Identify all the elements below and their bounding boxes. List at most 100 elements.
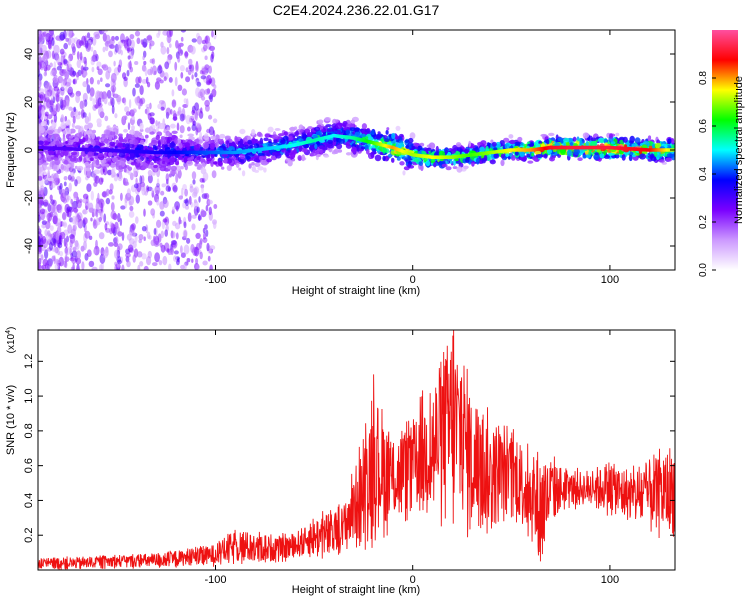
noise-cell <box>108 50 113 58</box>
band-cell <box>54 159 61 166</box>
band-cell <box>507 156 511 160</box>
noise-cell <box>175 232 179 240</box>
noise-cell <box>176 122 180 131</box>
noise-cell <box>47 230 51 237</box>
y-tick-label: -40 <box>23 238 35 254</box>
noise-cell <box>45 64 51 71</box>
band-cell <box>133 170 137 178</box>
noise-cell <box>201 95 206 101</box>
noise-cell <box>46 212 53 222</box>
noise-cell <box>166 47 170 55</box>
band-cell <box>109 162 116 168</box>
band-cell <box>45 166 53 170</box>
noise-cell <box>90 217 93 222</box>
band-cell <box>117 142 123 148</box>
colorbar-tick-label: 0.8 <box>698 71 709 85</box>
noise-cell <box>86 84 91 94</box>
band-cell <box>312 149 317 154</box>
band-cell <box>148 155 155 160</box>
noise-cell <box>190 243 195 253</box>
noise-cell <box>53 247 57 253</box>
noise-cell <box>155 120 158 127</box>
noise-cell <box>76 51 80 60</box>
band-cell <box>336 143 343 150</box>
band-cell <box>51 121 55 129</box>
noise-cell <box>72 115 76 124</box>
noise-cell <box>183 230 188 238</box>
band-cell <box>299 129 304 133</box>
noise-cell <box>213 84 217 90</box>
band-cell <box>85 134 89 142</box>
band-cell <box>582 154 587 159</box>
band-cell <box>91 132 95 140</box>
band-cell <box>529 143 535 147</box>
band-cell <box>323 126 328 131</box>
band-cell <box>158 123 166 130</box>
noise-cell <box>117 243 123 251</box>
noise-cell <box>104 223 108 231</box>
noise-cell <box>56 204 62 211</box>
band-cell <box>486 155 492 161</box>
band-cell <box>203 135 210 141</box>
noise-cell <box>211 30 214 38</box>
band-cell <box>277 133 285 137</box>
band-cell <box>144 134 149 139</box>
band-cell <box>55 140 60 146</box>
noise-cell <box>135 216 139 224</box>
noise-cell <box>38 110 42 117</box>
noise-cell <box>55 104 59 112</box>
noise-cell <box>145 76 149 84</box>
noise-cell <box>146 256 152 266</box>
noise-cell <box>63 58 68 65</box>
noise-cell <box>82 112 87 118</box>
band-cell <box>391 132 396 140</box>
noise-cell <box>65 37 69 42</box>
noise-cell <box>165 107 172 116</box>
noise-cell <box>108 242 114 247</box>
band-cell <box>194 139 200 143</box>
y-tick-label: 0.4 <box>23 493 35 508</box>
band-cell <box>540 133 548 137</box>
noise-cell <box>83 240 87 251</box>
noise-cell <box>159 242 163 248</box>
noise-cell <box>47 169 50 178</box>
noise-cell <box>135 76 140 85</box>
band-cell <box>370 130 375 136</box>
noise-cell <box>75 242 80 250</box>
noise-cell <box>125 252 131 258</box>
noise-cell <box>126 69 130 77</box>
noise-cell <box>177 55 181 63</box>
noise-cell <box>145 224 149 234</box>
colorbar: 0.00.20.40.60.8 Normalized spectral ampl… <box>698 30 745 277</box>
noise-cell <box>191 38 197 43</box>
noise-cell <box>51 255 56 262</box>
band-cell <box>375 134 382 139</box>
band-cell <box>223 157 228 164</box>
noise-cell <box>134 61 139 65</box>
band-cell <box>577 157 583 162</box>
noise-cell <box>120 192 123 201</box>
band-cell <box>38 167 42 171</box>
spectrogram-heatmap <box>38 30 675 270</box>
band-cell <box>504 143 510 150</box>
band-cell <box>196 166 201 170</box>
noise-cell <box>180 30 187 33</box>
band-cell <box>123 128 128 133</box>
band-cell <box>594 152 599 156</box>
noise-cell <box>68 182 72 192</box>
noise-cell <box>128 200 132 206</box>
noise-cell <box>166 248 170 253</box>
band-cell <box>171 130 178 134</box>
noise-cell <box>72 51 76 56</box>
noise-cell <box>195 258 199 265</box>
noise-cell <box>67 64 71 71</box>
band-cell <box>135 159 142 163</box>
band-cell <box>132 139 139 146</box>
noise-cell <box>100 77 103 82</box>
band-cell <box>43 116 48 120</box>
band-cell <box>503 137 510 143</box>
noise-cell <box>55 258 62 264</box>
noise-cell <box>205 229 209 237</box>
noise-cell <box>44 229 48 237</box>
noise-cell <box>89 95 93 101</box>
